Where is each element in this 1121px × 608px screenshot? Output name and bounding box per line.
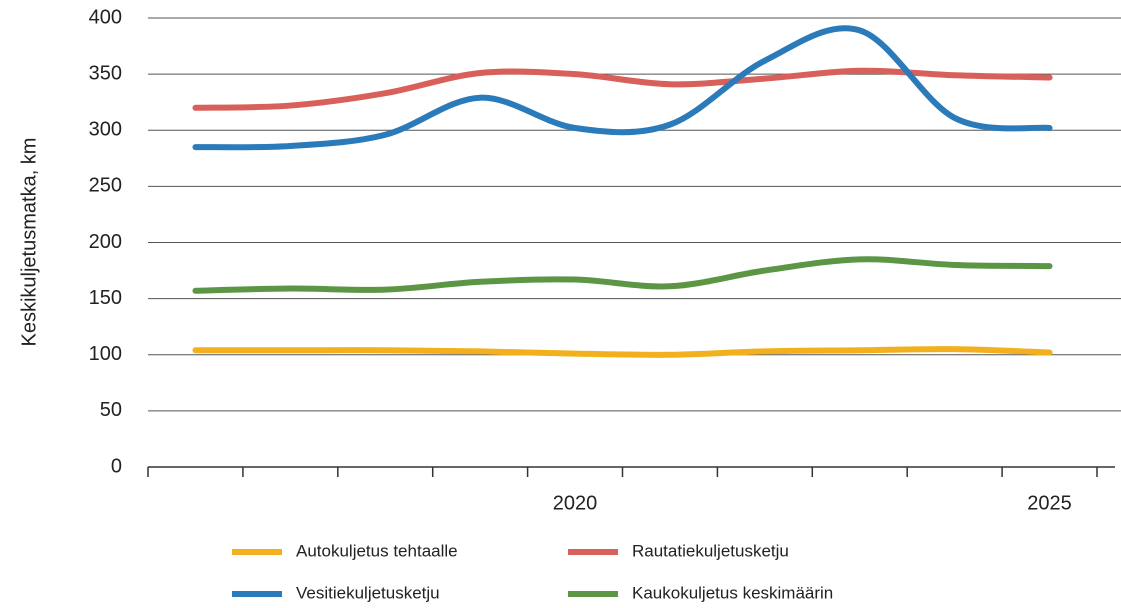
x-tick-label: 2020 (553, 492, 598, 514)
y-tick-label: 200 (89, 231, 122, 253)
y-tick-label: 0 (111, 455, 122, 477)
legend-label: Kaukokuljetus keskimäärin (632, 583, 833, 602)
line (192, 25, 1053, 151)
x-tick-label: 2025 (1027, 492, 1072, 514)
line (192, 346, 1053, 358)
y-tick-label: 250 (89, 175, 122, 197)
y-tick-label: 400 (89, 6, 122, 28)
y-tick-label: 350 (89, 62, 122, 84)
y-axis-label: Keskikuljetusmatka, km (18, 138, 40, 347)
y-tick-label: 150 (89, 287, 122, 309)
legend-label: Autokuljetus tehtaalle (296, 541, 458, 560)
y-tick-label: 50 (100, 399, 122, 421)
y-tick-label: 100 (89, 343, 122, 365)
y-tick-label: 300 (89, 119, 122, 141)
line (192, 256, 1053, 294)
legend-label: Rautatiekuljetusketju (632, 541, 789, 560)
legend-label: Vesitiekuljetusketju (296, 583, 440, 602)
